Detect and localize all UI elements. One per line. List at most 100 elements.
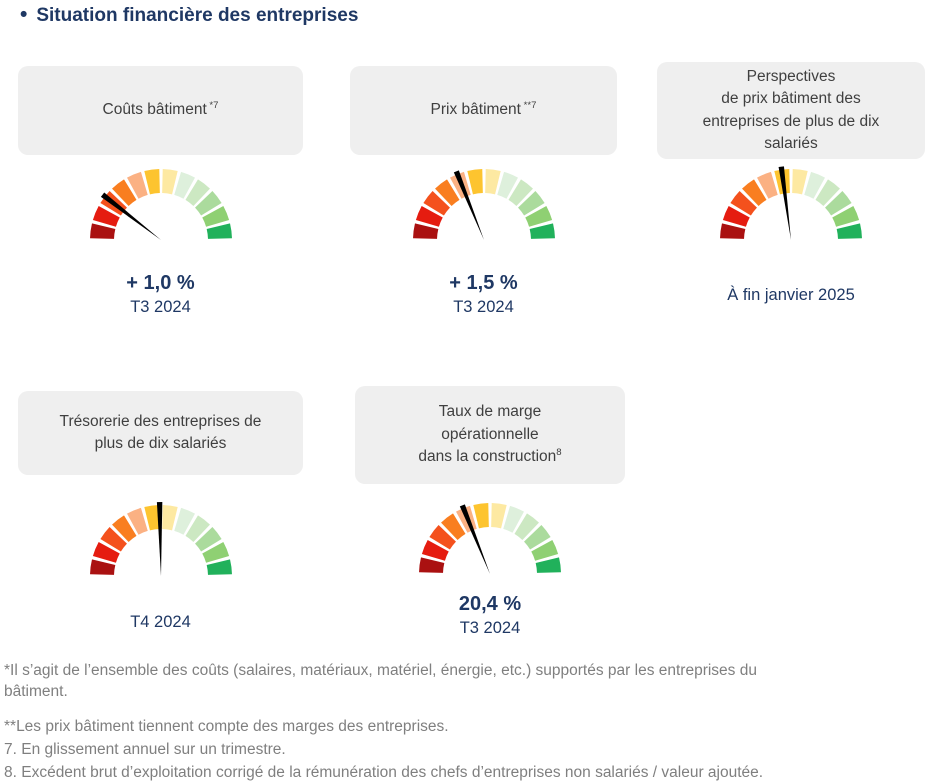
gauge-segment-2 [730, 191, 758, 216]
gauge-segment-6 [161, 505, 178, 531]
gauge-segment-4 [126, 171, 148, 199]
gauge-segment-0 [89, 223, 115, 240]
gauge-segment-11 [529, 223, 555, 240]
gauge-segment-5 [473, 503, 490, 529]
gauge-segment-7 [803, 171, 825, 199]
gauge-chart [419, 503, 561, 574]
footnote-costs-definition: *Il s’agit de l’ensemble des coûts (sala… [4, 662, 757, 700]
gauge-card-title-text: Prix bâtiment **7 [430, 100, 537, 119]
gauge-segment-3 [441, 513, 466, 541]
gauge-segment-6 [161, 169, 178, 195]
gauge-segment-9 [194, 191, 222, 216]
gauge-segment-8 [184, 515, 210, 543]
gauge-segment-1 [92, 542, 120, 564]
gauge-segment-11 [535, 557, 561, 574]
title-superscript: **7 [520, 100, 537, 112]
gauge-segment-11 [206, 223, 232, 240]
gauge-segment-3 [111, 515, 137, 543]
gauge-segment-11 [206, 559, 232, 576]
page-title-text: Situation financière des entreprises [36, 5, 359, 26]
footnote-8: 8. Excédent brut d’exploitation corrigé … [4, 764, 764, 781]
gauge-segment-4 [126, 507, 148, 535]
gauge-segment-9 [523, 525, 551, 550]
gauge-card-title-text: Perspectives de prix bâtiment des entrepri… [702, 67, 880, 152]
gauge-segment-3 [434, 179, 460, 207]
gauge-segment-8 [815, 179, 840, 207]
gauge-card-title: Perspectives de prix bâtiment des entrepri… [657, 62, 925, 159]
gauge-segment-5 [143, 505, 160, 531]
page-title: • Situation financière des entreprises [20, 4, 358, 27]
gauge-segment-7 [173, 171, 195, 199]
gauge-segment-5 [143, 169, 160, 195]
gauge-segment-8 [507, 179, 533, 207]
gauge-chart [89, 502, 232, 576]
gauge-value: + 1,0 % [126, 272, 195, 294]
footnote-7: 7. En glissement annuel sur un trimestre… [4, 741, 286, 758]
gauge-period: T3 2024 [453, 298, 514, 316]
gauge-segment-7 [496, 171, 518, 199]
gauge-needle [453, 170, 484, 240]
gauge-needle [156, 502, 162, 576]
gauge-panel-prix-batiment: Prix bâtiment **7 + 1,5 % T3 2024 [350, 66, 617, 318]
gauge-chart [720, 166, 862, 240]
footnote-prices-definition: **Les prix bâtiment tiennent compte des … [4, 718, 449, 735]
gauge-segment-0 [720, 223, 746, 240]
gauge-segment-3 [742, 179, 767, 207]
gauge-segment-1 [722, 206, 750, 228]
gauge-segment-1 [415, 206, 443, 228]
gauge-segment-10 [832, 206, 860, 228]
gauge-card-title-text: Trésorerie des entreprises de plus de dix… [59, 412, 262, 452]
gauge-value: 20,4 % [458, 593, 522, 615]
gauge-segment-10 [531, 540, 559, 562]
gauge-segment-10 [201, 206, 229, 228]
gauge-segment-8 [184, 179, 210, 207]
gauge-value: + 1,5 % [449, 272, 518, 294]
gauge-needle [459, 504, 490, 574]
gauge-panel-taux-de-marge: Taux de marge opérationnelle dans la const… [355, 386, 625, 639]
gauge-card-title: Coûts bâtiment *7 [18, 66, 303, 155]
gauge-chart [89, 169, 232, 240]
gauge-segment-1 [92, 206, 120, 228]
gauge-segment-3 [111, 179, 137, 207]
gauge-segment-2 [429, 525, 457, 550]
footnotes: *Il s’agit de l’ensemble des coûts (sala… [4, 660, 812, 782]
gauge-panel-tresorerie: Trésorerie des entreprises de plus de dix… [18, 391, 303, 633]
gauge-period: T4 2024 [130, 613, 191, 631]
gauge-panel-couts-batiment: Coûts bâtiment *7 + 1,0 % T3 2024 [18, 66, 303, 318]
gauge-segment-6 [490, 503, 507, 529]
title-superscript: *7 [206, 100, 219, 112]
gauge-segment-2 [99, 527, 127, 552]
gauge-segment-0 [419, 557, 445, 574]
gauge-segment-0 [89, 559, 115, 576]
gauge-segment-7 [173, 507, 195, 535]
gauge-card-title: Taux de marge opérationnelle dans la const… [355, 386, 625, 484]
gauge-segment-2 [422, 191, 450, 216]
gauge-period: À fin janvier 2025 [727, 286, 855, 304]
gauge-segment-9 [194, 527, 222, 552]
gauge-segment-9 [824, 191, 852, 216]
gauge-segment-10 [524, 206, 552, 228]
gauge-needle [778, 166, 791, 240]
gauge-segment-0 [412, 223, 438, 240]
gauge-segment-9 [517, 191, 545, 216]
gauge-card-title-text: Taux de marge opérationnelle dans la const… [418, 403, 562, 466]
gauge-segment-8 [514, 513, 539, 541]
gauge-period: T3 2024 [130, 298, 191, 316]
gauge-segment-11 [836, 223, 862, 240]
title-superscript: 8 [556, 447, 562, 459]
gauge-chart [412, 169, 555, 240]
gauge-segment-6 [791, 169, 808, 195]
gauge-card-title: Trésorerie des entreprises de plus de dix… [18, 391, 303, 475]
gauge-segment-10 [201, 542, 229, 564]
gauge-period: T3 2024 [459, 619, 521, 637]
gauge-card-title: Prix bâtiment **7 [350, 66, 617, 155]
gauge-segment-5 [466, 169, 483, 195]
bullet-icon: • [20, 3, 28, 26]
gauge-card-title-text: Coûts bâtiment *7 [102, 100, 219, 119]
gauge-segment-1 [421, 540, 449, 562]
gauge-segment-6 [484, 169, 501, 195]
gauge-panel-perspectives-prix: Perspectives de prix bâtiment des entrepri… [657, 62, 925, 306]
gauge-segment-4 [757, 171, 779, 199]
gauge-segment-7 [502, 505, 524, 533]
